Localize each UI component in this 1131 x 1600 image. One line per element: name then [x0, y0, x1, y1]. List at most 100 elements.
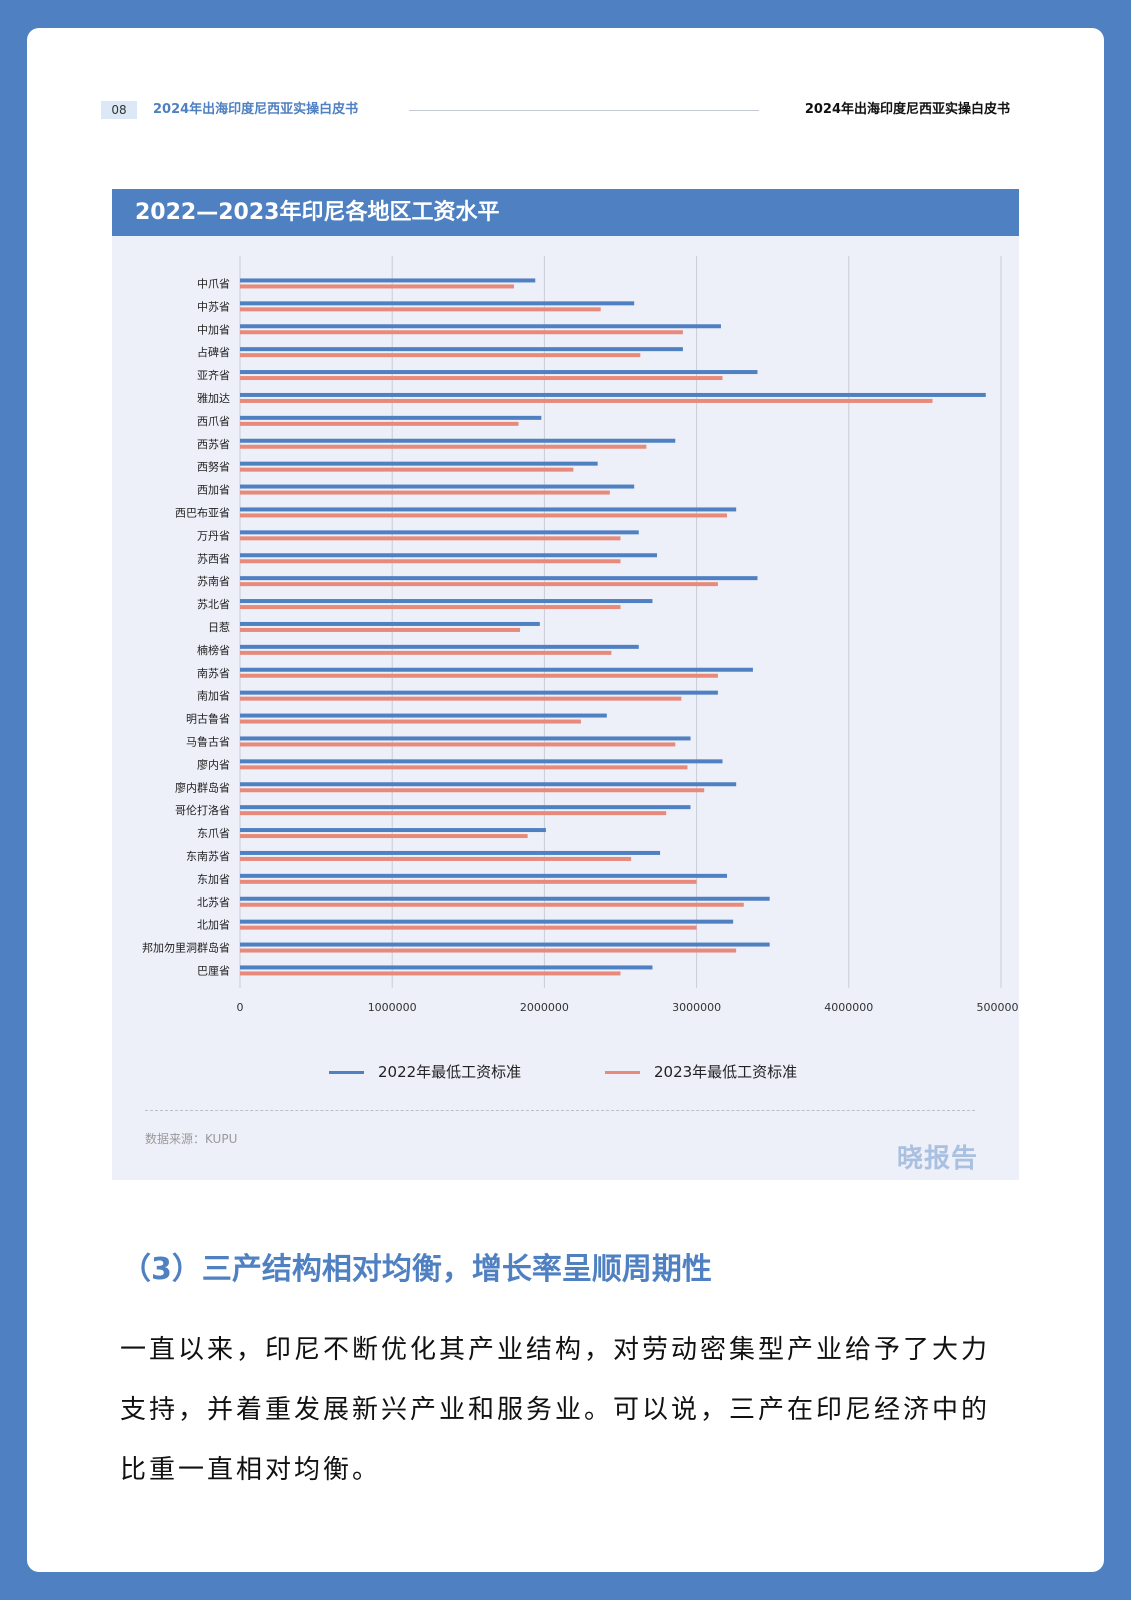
y-category-label: 亚齐省 [197, 368, 230, 382]
y-category-label: 哥伦打洛省 [175, 803, 230, 817]
x-tick-label: 3000000 [672, 1001, 721, 1014]
bar-2023 [240, 696, 682, 701]
bar-2022 [240, 942, 770, 947]
bar-2023 [240, 627, 521, 632]
header-divider [409, 110, 759, 111]
bar-2023 [240, 719, 581, 724]
bar-2022 [240, 438, 676, 443]
y-category-label: 中加省 [197, 323, 230, 336]
chart-panel: 0 1000000 2000000 3000000 4000000 5000000 中爪省中… [112, 236, 1019, 1180]
bar-2023 [240, 765, 688, 770]
y-category-label: 西努省 [197, 460, 230, 474]
bar-2022 [240, 690, 718, 695]
bar-2023 [240, 902, 744, 907]
y-category-label: 西苏省 [197, 438, 230, 451]
header-left-title: 2024年出海印度尼西亚实操白皮书 [153, 102, 359, 117]
bar-2022 [240, 850, 661, 855]
bar-2022 [240, 553, 658, 558]
bar-2023 [240, 650, 612, 655]
bar-2023 [240, 971, 621, 976]
bar-2023 [240, 444, 647, 449]
bar-2022 [240, 370, 758, 375]
bar-2023 [240, 307, 601, 312]
bar-2022 [240, 392, 986, 397]
bar-2023 [240, 742, 676, 747]
bar-2022 [240, 828, 546, 833]
page-sheet: 08 2024年出海印度尼西亚实操白皮书 2024年出海印度尼西亚实操白皮书 2… [27, 28, 1104, 1572]
bar-2023 [240, 398, 933, 403]
legend-swatch-2023 [605, 1071, 640, 1074]
y-category-label: 西爪省 [197, 415, 230, 428]
bar-2023 [240, 376, 723, 381]
bar-2023 [240, 559, 621, 564]
x-tick-label: 5000000 [977, 1001, 1020, 1014]
header-right-title: 2024年出海印度尼西亚实操白皮书 [804, 102, 1010, 117]
bar-2023 [240, 582, 718, 587]
y-category-label: 马鲁古省 [186, 734, 230, 748]
y-category-label: 西加省 [197, 484, 230, 497]
bar-2022 [240, 415, 542, 420]
bar-2023 [240, 353, 641, 358]
section-heading: （3）三产结构相对均衡，增长率呈顺周期性 [121, 1252, 712, 1287]
bar-2022 [240, 782, 737, 787]
bar-2022 [240, 576, 758, 581]
bar-2023 [240, 925, 697, 930]
bar-2022 [240, 644, 639, 649]
legend-item-2022: 2022年最低工资标准 [329, 1062, 589, 1082]
bar-2022 [240, 919, 734, 924]
y-category-label: 巴厘省 [197, 964, 230, 977]
y-category-label: 楠榜省 [197, 643, 230, 657]
bar-2022 [240, 484, 635, 489]
y-category-label: 东加省 [197, 873, 230, 886]
x-tick-label: 4000000 [824, 1001, 873, 1014]
bar-2022 [240, 278, 536, 283]
bar-2023 [240, 284, 514, 289]
x-tick-label: 1000000 [368, 1001, 417, 1014]
bar-2022 [240, 873, 728, 878]
y-category-label: 日惹 [208, 621, 230, 634]
bar-2022 [240, 301, 635, 306]
y-category-label: 苏北省 [197, 598, 230, 611]
y-category-label: 雅加达 [197, 391, 230, 405]
bar-2022 [240, 759, 723, 764]
y-category-label: 中爪省 [197, 277, 230, 290]
bar-2023 [240, 948, 737, 953]
y-category-label: 苏南省 [197, 575, 230, 588]
page-number: 08 [101, 101, 137, 119]
bar-2023 [240, 421, 519, 426]
bar-2023 [240, 490, 610, 495]
y-category-label: 东爪省 [197, 827, 230, 840]
figure-title: 2022—2023年印尼各地区工资水平 [112, 189, 1019, 236]
bar-2022 [240, 805, 691, 810]
y-category-label: 廖内省 [197, 757, 230, 771]
y-category-label: 东南苏省 [186, 850, 230, 863]
bar-2023 [240, 330, 683, 335]
bar-2022 [240, 667, 753, 672]
bar-2023 [240, 513, 728, 518]
bar-2023 [240, 605, 621, 610]
bar-2023 [240, 879, 697, 884]
bar-2023 [240, 673, 718, 678]
legend-item-2023: 2023年最低工资标准 [605, 1062, 865, 1082]
bar-2022 [240, 324, 721, 329]
data-source: 数据来源：KUPU [145, 1132, 238, 1146]
bar-2022 [240, 965, 653, 970]
legend-label-2022: 2022年最低工资标准 [378, 1063, 522, 1081]
y-category-label: 邦加勿里洞群岛省 [142, 941, 230, 955]
legend-label-2023: 2023年最低工资标准 [654, 1063, 798, 1081]
bar-2023 [240, 834, 528, 839]
legend-swatch-2022 [329, 1071, 364, 1074]
y-category-label: 北加省 [197, 919, 230, 932]
bar-2023 [240, 811, 667, 816]
y-category-label: 苏西省 [197, 552, 230, 565]
watermark-logo: 晓报告 [897, 1144, 979, 1174]
dashed-divider [145, 1110, 975, 1111]
bar-2023 [240, 536, 621, 541]
y-category-label: 西巴布亚省 [175, 506, 230, 519]
y-category-label: 北苏省 [197, 896, 230, 909]
bar-2023 [240, 856, 632, 861]
bar-2022 [240, 621, 540, 626]
bar-2022 [240, 461, 598, 466]
x-tick-label: 2000000 [520, 1001, 569, 1014]
bar-2022 [240, 530, 639, 535]
